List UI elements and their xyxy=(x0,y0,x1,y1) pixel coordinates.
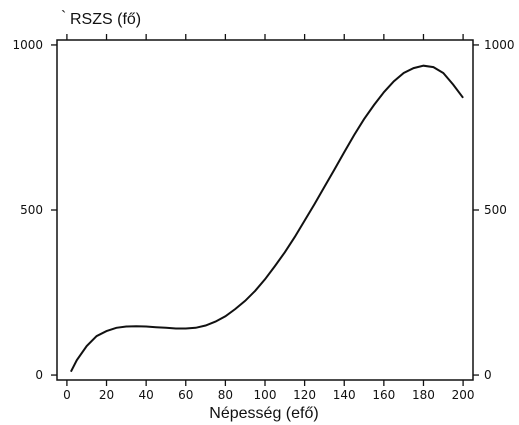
x-tick-label: 120 xyxy=(293,388,316,402)
y-tick-label-right: 1000 xyxy=(484,38,515,52)
axis-tick-labels: 0 20 40 60 80 100 120 140 160 180 200 0 0 500 500 1000 1… xyxy=(12,38,514,402)
x-tick-label: 80 xyxy=(218,388,233,402)
y-tick-label-left: 1000 xyxy=(12,38,43,52)
x-tick-label: 160 xyxy=(372,388,395,402)
x-tick-label: 100 xyxy=(254,388,277,402)
y-axis-marker: ` xyxy=(61,9,66,26)
plot-frame xyxy=(57,40,473,380)
x-tick-label: 40 xyxy=(139,388,154,402)
x-tick-label: 60 xyxy=(178,388,193,402)
x-axis-title: Népesség (efő) xyxy=(209,405,318,422)
data-line xyxy=(71,66,463,372)
x-tick-label: 0 xyxy=(63,388,71,402)
axis-ticks xyxy=(51,34,479,386)
y-tick-label-right: 500 xyxy=(484,203,507,217)
y-tick-label-right: 0 xyxy=(484,368,492,382)
y-axis-title: RSZS (fő) xyxy=(70,11,141,28)
x-tick-label: 140 xyxy=(333,388,356,402)
y-tick-label-left: 0 xyxy=(35,368,43,382)
x-tick-label: 200 xyxy=(452,388,475,402)
x-tick-label: 180 xyxy=(412,388,435,402)
x-tick-label: 20 xyxy=(99,388,114,402)
y-tick-label-left: 500 xyxy=(20,203,43,217)
